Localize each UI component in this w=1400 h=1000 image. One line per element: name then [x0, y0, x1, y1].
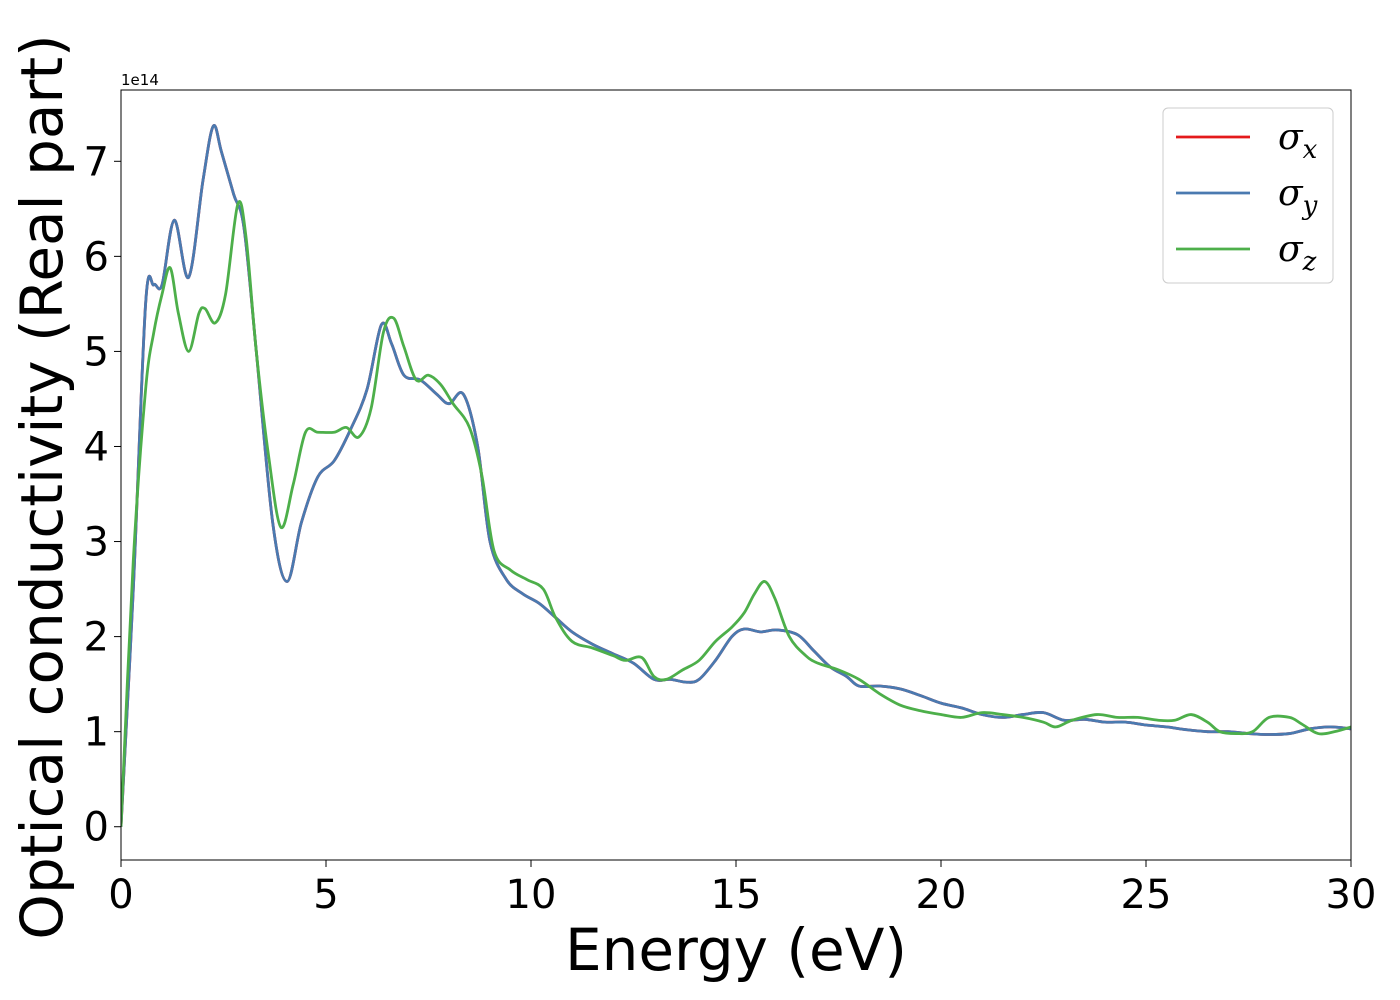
- x-axis-label: Energy (eV): [565, 916, 907, 984]
- x-tick-label: 30: [1326, 872, 1377, 918]
- x-tick-label: 10: [506, 872, 557, 918]
- legend: σx σy σz: [1162, 107, 1334, 284]
- legend-box: [1162, 107, 1334, 284]
- y-axis: 0 1 2 3 4 5 6 7: [84, 139, 121, 851]
- x-axis: 0 5 10 15 20 25 30: [108, 860, 1376, 918]
- x-tick-label: 20: [916, 872, 967, 918]
- series-line-y: [121, 123, 1351, 827]
- legend-label-y: σy: [1278, 173, 1318, 221]
- x-tick-label: 25: [1121, 872, 1172, 918]
- x-tick-label: 15: [711, 872, 762, 918]
- y-tick-label: 5: [84, 329, 109, 375]
- y-tick-label: 6: [84, 234, 109, 280]
- y-tick-label: 4: [84, 424, 109, 470]
- series-line-z: [121, 200, 1351, 827]
- y-tick-label: 2: [84, 615, 109, 661]
- x-tick-label: 5: [313, 872, 338, 918]
- x-tick-label: 0: [108, 872, 133, 918]
- y-tick-label: 3: [84, 520, 109, 566]
- y-axis-label: Optical conductivity (Real part): [8, 34, 76, 939]
- legend-label-z: σz: [1278, 229, 1317, 277]
- series-layer: [121, 123, 1351, 827]
- legend-label-x: σx: [1278, 117, 1318, 165]
- y-tick-label: 1: [84, 710, 109, 756]
- y-tick-label: 7: [84, 139, 109, 185]
- y-offset-text: 1e14: [121, 71, 159, 89]
- y-tick-label: 0: [84, 805, 109, 851]
